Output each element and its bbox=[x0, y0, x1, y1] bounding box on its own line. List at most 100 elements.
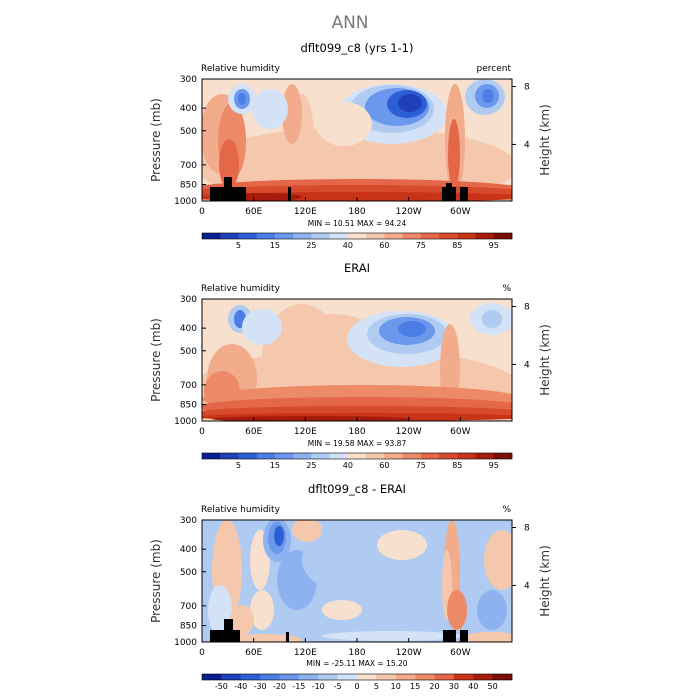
panel-title: dflt099_c8 - ERAI bbox=[308, 482, 406, 496]
x-tick-label: 120E bbox=[294, 207, 317, 217]
colorbar-label: 15 bbox=[270, 241, 280, 250]
colorbar-swatch bbox=[293, 453, 312, 459]
contour-region bbox=[230, 605, 254, 635]
colorbar-swatch bbox=[221, 674, 242, 680]
contour-region bbox=[274, 526, 284, 546]
colorbar-swatch bbox=[298, 674, 319, 680]
x-tick-label: 60W bbox=[450, 427, 470, 437]
colorbar-swatch bbox=[318, 674, 338, 680]
colorbar-swatch bbox=[384, 233, 403, 239]
colorbar-label: -15 bbox=[292, 682, 305, 691]
y-tick-label: 300 bbox=[180, 516, 197, 526]
y-tick-label: 400 bbox=[180, 104, 197, 114]
y-tick-label: 500 bbox=[180, 568, 197, 578]
colorbar-label: 40 bbox=[343, 461, 353, 470]
colorbar-label: 5 bbox=[236, 241, 241, 250]
contour-region bbox=[398, 321, 426, 337]
colorbar-label: 30 bbox=[449, 682, 459, 691]
left-label: Relative humidity bbox=[201, 505, 281, 515]
colorbar-swatch bbox=[220, 233, 239, 239]
left-label: Relative humidity bbox=[201, 284, 281, 294]
colorbar-label: -20 bbox=[273, 682, 286, 691]
contour-region bbox=[447, 590, 467, 630]
colorbar-label: 60 bbox=[379, 461, 389, 470]
colorbar-frame bbox=[201, 673, 513, 681]
colorbar-swatch bbox=[384, 453, 403, 459]
colorbar-label: 20 bbox=[429, 682, 439, 691]
contour-region bbox=[448, 119, 460, 189]
colorbar-swatch bbox=[457, 453, 476, 459]
colorbar-swatch bbox=[293, 233, 312, 239]
x-tick-label: 120E bbox=[294, 648, 317, 658]
topography-mask bbox=[224, 177, 232, 187]
y-tick-label: 700 bbox=[180, 161, 197, 171]
colorbar-label: 15 bbox=[410, 682, 420, 691]
min-max-stats: MIN = -25.11 MAX = 15.20 bbox=[306, 659, 407, 668]
contour-region bbox=[238, 93, 246, 105]
colorbar-label: 10 bbox=[391, 682, 401, 691]
y-tick-label: 1000 bbox=[174, 417, 197, 427]
colorbar-swatch bbox=[415, 674, 435, 680]
x-tick-label: 180 bbox=[348, 648, 365, 658]
x-tick-label: 60E bbox=[245, 207, 262, 217]
colorbar-label: 15 bbox=[270, 461, 280, 470]
colorbar-swatch bbox=[347, 453, 367, 459]
contour-field bbox=[202, 520, 512, 642]
min-max-stats: MIN = 19.58 MAX = 93.87 bbox=[308, 439, 407, 448]
colorbar-swatch bbox=[439, 453, 458, 459]
colorbar-swatch bbox=[439, 233, 458, 239]
colorbar-label: -5 bbox=[334, 682, 342, 691]
contour-region bbox=[292, 520, 322, 542]
x-tick-label: 60E bbox=[245, 427, 262, 437]
colorbar-swatch bbox=[337, 674, 358, 680]
colorbar-label: 95 bbox=[489, 461, 499, 470]
topography-mask bbox=[288, 187, 291, 201]
x-tick-label: 60E bbox=[245, 648, 262, 658]
y2-axis-label: Height (km) bbox=[538, 104, 552, 175]
colorbar-swatch bbox=[256, 453, 276, 459]
y2-axis-label: Height (km) bbox=[538, 545, 552, 616]
right-label: % bbox=[502, 284, 511, 294]
colorbar-swatch bbox=[457, 233, 476, 239]
contour-region bbox=[462, 632, 512, 642]
colorbar-label: 75 bbox=[416, 241, 426, 250]
colorbar-label: 40 bbox=[343, 241, 353, 250]
contour-field bbox=[202, 299, 512, 421]
colorbar-swatch bbox=[329, 233, 349, 239]
y-tick-label: 300 bbox=[180, 75, 197, 85]
contour-region bbox=[484, 530, 512, 590]
colorbar-label: 85 bbox=[452, 241, 462, 250]
x-tick-label: 120W bbox=[396, 207, 422, 217]
colorbar-frame bbox=[201, 232, 513, 240]
topography-mask bbox=[460, 187, 468, 201]
y2-tick-label: 4 bbox=[524, 360, 530, 370]
colorbar-swatch bbox=[366, 453, 385, 459]
colorbar-frame bbox=[201, 452, 513, 460]
colorbar-swatch bbox=[366, 233, 385, 239]
colorbar-swatch bbox=[434, 674, 455, 680]
x-tick-label: 60W bbox=[450, 648, 470, 658]
colorbar-label: 25 bbox=[306, 241, 316, 250]
colorbar-swatch bbox=[274, 233, 294, 239]
topography-mask bbox=[446, 183, 452, 187]
colorbar-label: -30 bbox=[254, 682, 267, 691]
colorbar: 5 15 25 40 60 75 85 95 bbox=[201, 232, 513, 250]
colorbar-swatch bbox=[473, 674, 493, 680]
contour-region bbox=[398, 94, 422, 112]
y-tick-label: 850 bbox=[180, 181, 197, 191]
right-label: % bbox=[502, 505, 511, 515]
topography-mask bbox=[210, 630, 240, 642]
y-tick-label: 700 bbox=[180, 381, 197, 391]
colorbar-swatch bbox=[311, 233, 330, 239]
x-tick-label: 0 bbox=[199, 648, 205, 658]
y-axis-label: Pressure (mb) bbox=[149, 98, 163, 182]
contour-region bbox=[322, 631, 462, 641]
y-tick-label: 500 bbox=[180, 127, 197, 137]
colorbar-swatch bbox=[238, 453, 258, 459]
contour-region bbox=[482, 89, 494, 103]
colorbar-swatch bbox=[420, 233, 440, 239]
figure-title: ANN bbox=[331, 13, 368, 33]
y-tick-label: 400 bbox=[180, 545, 197, 555]
min-max-stats: MIN = 10.51 MAX = 94.24 bbox=[308, 219, 407, 228]
